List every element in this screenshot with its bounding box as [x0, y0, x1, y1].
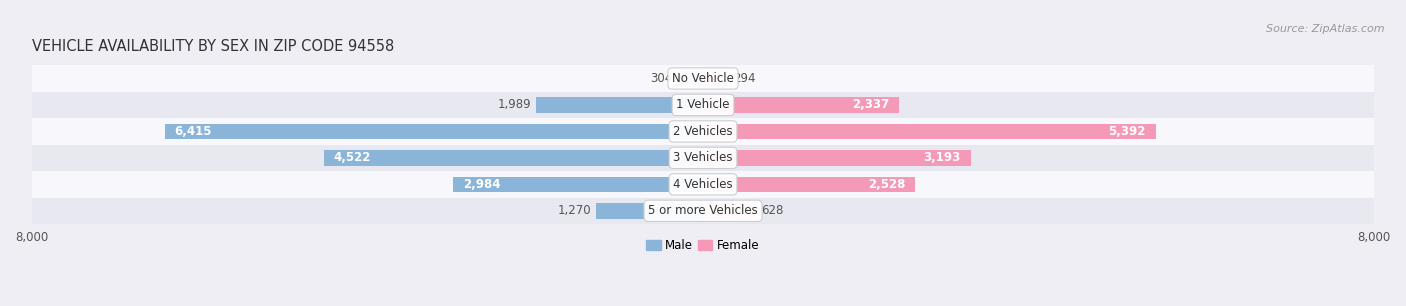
- Text: 1 Vehicle: 1 Vehicle: [676, 99, 730, 111]
- Text: Source: ZipAtlas.com: Source: ZipAtlas.com: [1267, 24, 1385, 35]
- Bar: [678, 71, 703, 86]
- Bar: [31, 145, 1375, 171]
- Text: No Vehicle: No Vehicle: [672, 72, 734, 85]
- Bar: [453, 177, 703, 192]
- Bar: [31, 118, 1375, 145]
- Bar: [31, 92, 1375, 118]
- Text: 628: 628: [761, 204, 783, 217]
- Text: 304: 304: [650, 72, 672, 85]
- Text: VEHICLE AVAILABILITY BY SEX IN ZIP CODE 94558: VEHICLE AVAILABILITY BY SEX IN ZIP CODE …: [31, 39, 394, 54]
- Text: 5,392: 5,392: [1108, 125, 1146, 138]
- Text: 2,528: 2,528: [868, 178, 905, 191]
- Legend: Male, Female: Male, Female: [641, 234, 765, 257]
- Text: 5 or more Vehicles: 5 or more Vehicles: [648, 204, 758, 217]
- Text: 294: 294: [733, 72, 755, 85]
- Bar: [31, 198, 1375, 224]
- Text: 2,984: 2,984: [463, 178, 501, 191]
- Text: 3,193: 3,193: [924, 151, 960, 164]
- Bar: [536, 97, 703, 113]
- Text: 2,337: 2,337: [852, 99, 889, 111]
- Text: 6,415: 6,415: [174, 125, 212, 138]
- Bar: [703, 97, 898, 113]
- Text: 3 Vehicles: 3 Vehicles: [673, 151, 733, 164]
- Bar: [31, 65, 1375, 92]
- Bar: [596, 203, 703, 218]
- Bar: [703, 203, 755, 218]
- Text: 4 Vehicles: 4 Vehicles: [673, 178, 733, 191]
- Bar: [703, 150, 972, 166]
- Bar: [31, 171, 1375, 198]
- Text: 1,989: 1,989: [498, 99, 531, 111]
- Text: 4,522: 4,522: [333, 151, 371, 164]
- Bar: [703, 177, 915, 192]
- Bar: [323, 150, 703, 166]
- Text: 1,270: 1,270: [558, 204, 592, 217]
- Bar: [703, 124, 1156, 139]
- Text: 2 Vehicles: 2 Vehicles: [673, 125, 733, 138]
- Bar: [703, 71, 728, 86]
- Bar: [165, 124, 703, 139]
